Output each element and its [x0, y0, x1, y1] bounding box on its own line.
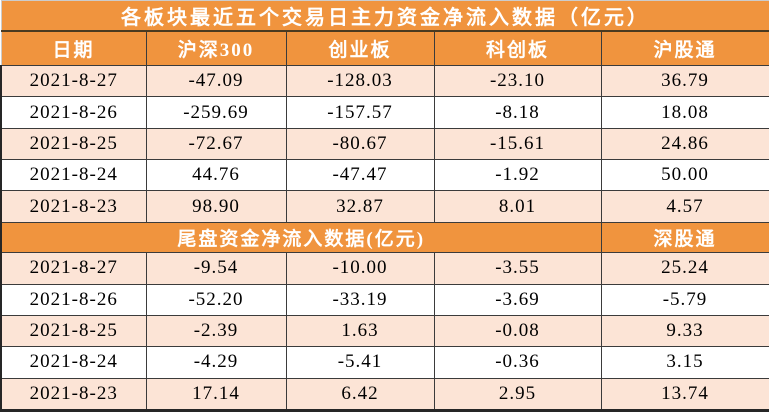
- section2-title: 尾盘资金净流入数据(亿元): [0, 221, 602, 254]
- value-cell: 6.42: [285, 377, 435, 412]
- value-cell: 25.24: [600, 252, 769, 285]
- date-cell: 2021-8-27: [0, 252, 147, 285]
- value-cell: -33.19: [285, 283, 435, 316]
- value-cell: -0.36: [433, 346, 602, 379]
- value-cell: 32.87: [285, 190, 435, 223]
- date-cell: 2021-8-24: [0, 159, 147, 192]
- table-row: 2021-8-27 -9.54 -10.00 -3.55 25.24: [0, 252, 769, 285]
- value-cell: 13.74: [600, 377, 769, 412]
- column-header-sz-connect: 深股通: [600, 221, 769, 254]
- value-cell: -128.03: [285, 64, 435, 98]
- value-cell: -23.10: [433, 64, 602, 98]
- date-cell: 2021-8-26: [0, 283, 147, 316]
- value-cell: -2.39: [145, 314, 287, 348]
- value-cell: 4.57: [600, 190, 769, 223]
- value-cell: 24.86: [600, 127, 769, 161]
- value-cell: 8.01: [433, 190, 602, 223]
- value-cell: 50.00: [600, 159, 769, 192]
- column-header-star-market: 科创板: [433, 30, 602, 66]
- column-header-sh-connect: 沪股通: [600, 30, 769, 66]
- value-cell: -47.47: [285, 159, 435, 192]
- table-row: 2021-8-25 -72.67 -80.67 -15.61 24.86: [0, 127, 769, 161]
- date-cell: 2021-8-26: [0, 96, 147, 129]
- table-header-row: 日期 沪深300 创业板 科创板 沪股通: [0, 30, 769, 66]
- table-title-row: 各板块最近五个交易日主力资金净流入数据（亿元）: [0, 0, 769, 32]
- section2-header-row: 尾盘资金净流入数据(亿元) 深股通: [0, 221, 769, 254]
- value-cell: 17.14: [145, 377, 287, 412]
- value-cell: -1.92: [433, 159, 602, 192]
- value-cell: -0.08: [433, 314, 602, 348]
- column-header-csi300: 沪深300: [145, 30, 287, 66]
- value-cell: -259.69: [145, 96, 287, 129]
- table-row: 2021-8-25 -2.39 1.63 -0.08 9.33: [0, 314, 769, 348]
- table-row: 2021-8-27 -47.09 -128.03 -23.10 36.79: [0, 64, 769, 98]
- value-cell: -80.67: [285, 127, 435, 161]
- table-row: 2021-8-24 -4.29 -5.41 -0.36 3.15: [0, 346, 769, 379]
- value-cell: -52.20: [145, 283, 287, 316]
- value-cell: 3.15: [600, 346, 769, 379]
- column-header-date: 日期: [0, 30, 147, 66]
- value-cell: 98.90: [145, 190, 287, 223]
- date-cell: 2021-8-24: [0, 346, 147, 379]
- value-cell: -10.00: [285, 252, 435, 285]
- table-row: 2021-8-26 -52.20 -33.19 -3.69 -5.79: [0, 283, 769, 316]
- table-title: 各板块最近五个交易日主力资金净流入数据（亿元）: [0, 0, 769, 32]
- value-cell: 44.76: [145, 159, 287, 192]
- table-row: 2021-8-24 44.76 -47.47 -1.92 50.00: [0, 159, 769, 192]
- value-cell: 36.79: [600, 64, 769, 98]
- value-cell: -3.55: [433, 252, 602, 285]
- value-cell: 9.33: [600, 314, 769, 348]
- value-cell: -47.09: [145, 64, 287, 98]
- column-header-chinext: 创业板: [285, 30, 435, 66]
- value-cell: -3.69: [433, 283, 602, 316]
- date-cell: 2021-8-23: [0, 377, 147, 412]
- value-cell: 2.95: [433, 377, 602, 412]
- date-cell: 2021-8-23: [0, 190, 147, 223]
- date-cell: 2021-8-27: [0, 64, 147, 98]
- date-cell: 2021-8-25: [0, 314, 147, 348]
- value-cell: -5.41: [285, 346, 435, 379]
- value-cell: -4.29: [145, 346, 287, 379]
- main-section-body: 2021-8-27 -47.09 -128.03 -23.10 36.79 2021-8-…: [0, 64, 769, 223]
- value-cell: 18.08: [600, 96, 769, 129]
- value-cell: -9.54: [145, 252, 287, 285]
- table-row: 2021-8-26 -259.69 -157.57 -8.18 18.08: [0, 96, 769, 129]
- value-cell: -8.18: [433, 96, 602, 129]
- value-cell: -157.57: [285, 96, 435, 129]
- value-cell: -15.61: [433, 127, 602, 161]
- value-cell: -72.67: [145, 127, 287, 161]
- value-cell: 1.63: [285, 314, 435, 348]
- table-row: 2021-8-23 98.90 32.87 8.01 4.57: [0, 190, 769, 223]
- table-row: 2021-8-23 17.14 6.42 2.95 13.74: [0, 377, 769, 412]
- value-cell: -5.79: [600, 283, 769, 316]
- section2-body: 2021-8-27 -9.54 -10.00 -3.55 25.24 2021-8-26-…: [0, 252, 769, 412]
- date-cell: 2021-8-25: [0, 127, 147, 161]
